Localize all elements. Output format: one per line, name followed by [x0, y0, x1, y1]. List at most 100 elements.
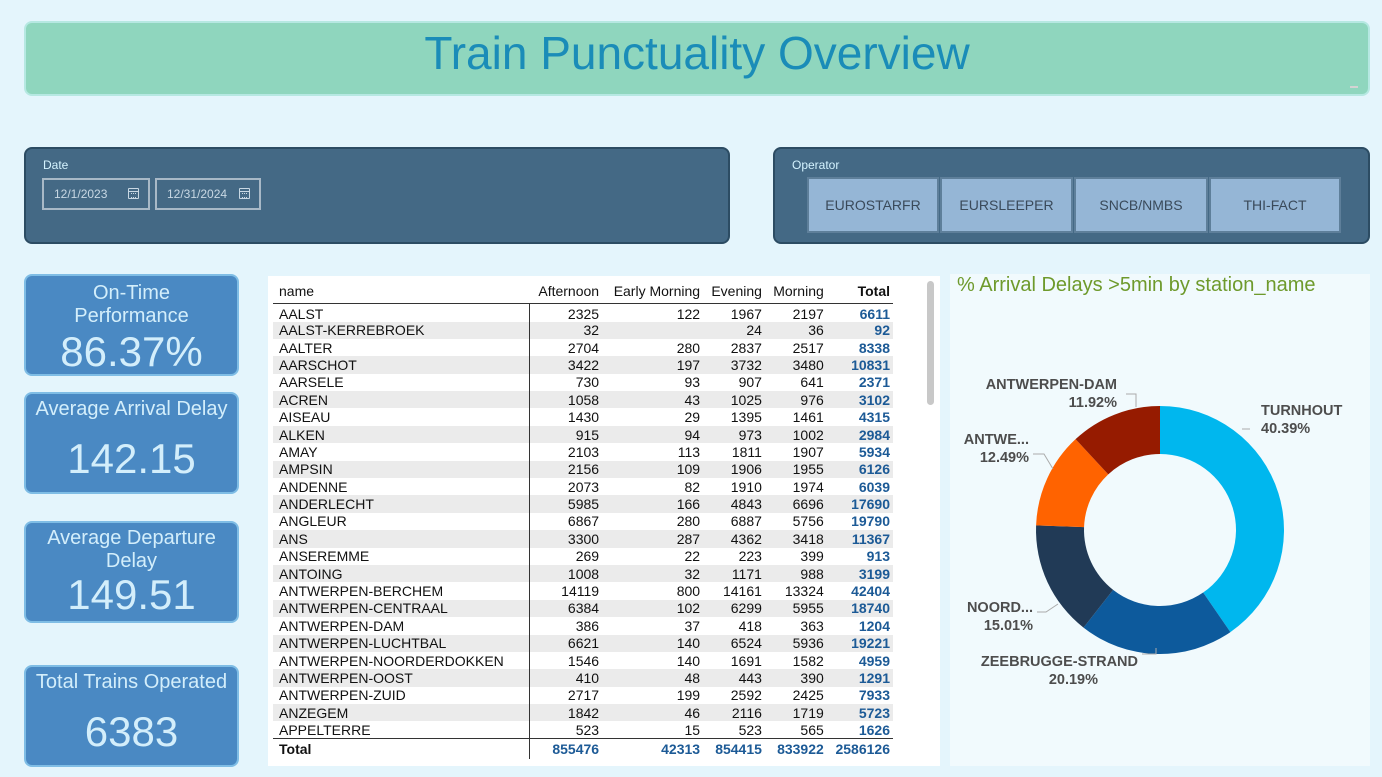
cell-total: 3102 [826, 391, 893, 409]
leader-line [1126, 393, 1137, 407]
cell-name: ANTWERPEN-BERCHEM [273, 582, 530, 600]
column-header-early-morning[interactable]: Early Morning [602, 279, 704, 304]
table-row[interactable]: ANTWERPEN-ZUID 2717 199 2592 2425 7933 [273, 686, 893, 705]
table-row[interactable]: AALST 2325 122 1967 2197 6611 [273, 303, 893, 322]
cell-afternoon: 410 [529, 669, 603, 687]
cell-morning: 1974 [792, 478, 824, 495]
cell-name: APPELTERRE [273, 721, 530, 739]
table-row[interactable]: ANSEREMME 269 22 223 399 913 [273, 547, 893, 565]
cell-early-morning: 199 [676, 687, 701, 704]
kpi-average-departure-delay: Average Departure Delay 149.51 [24, 521, 239, 623]
column-header-evening[interactable]: Evening [703, 279, 765, 304]
calendar-icon[interactable] [128, 188, 139, 199]
column-header-afternoon[interactable]: Afternoon [529, 279, 603, 304]
table-row[interactable]: ANTWERPEN-NOORDERDOKKEN 1546 140 1691 1582 49… [273, 651, 893, 670]
table-row[interactable]: ANDENNE 2073 82 1910 1974 6039 [273, 478, 893, 496]
cell-evening: 1967 [730, 305, 762, 322]
slice-value-label: 40.39% [1261, 421, 1310, 437]
table-row[interactable]: ANTOING 1008 32 1171 988 3199 [273, 564, 893, 583]
table-row[interactable]: AARSELE 730 93 907 641 2371 [273, 373, 893, 392]
cell-early-morning: 140 [676, 652, 701, 669]
cell-morning: 390 [764, 669, 827, 687]
cell-afternoon: 6867 [567, 513, 600, 530]
cell-morning: 976 [764, 391, 827, 409]
operator-option-thi-fact[interactable]: THI-FACT [1209, 177, 1341, 233]
cell-morning: 363 [800, 617, 824, 634]
chart-title: % Arrival Delays >5min by station_name [957, 274, 1316, 296]
table-row[interactable]: ANTWERPEN-LUCHTBAL 6621 140 6524 5936 19221 [273, 634, 893, 652]
table-row[interactable]: ACREN 1058 43 1025 976 3102 [273, 391, 893, 409]
table-row[interactable]: APPELTERRE 523 15 523 565 1626 [273, 721, 893, 739]
table-row[interactable]: ANZEGEM 1842 46 2116 1719 5723 [273, 704, 893, 722]
column-header-morning[interactable]: Morning [764, 279, 827, 304]
donut-slice[interactable] [1083, 589, 1231, 654]
operator-option-sncb-nmbs[interactable]: SNCB/NMBS [1074, 177, 1208, 233]
kpi-label: On-Time Performance [74, 282, 189, 327]
arrival-delay-chart-panel: % Arrival Delays >5min by station_name T… [950, 274, 1370, 766]
total-grand: 2586126 [826, 738, 893, 759]
cell-afternoon: 2103 [567, 443, 600, 460]
table-row[interactable]: ANTWERPEN-CENTRAAL 6384 102 6299 5955 18740 [273, 599, 893, 618]
table-row[interactable]: AISEAU 1430 29 1395 1461 4315 [273, 408, 893, 426]
operator-option-eurostarfr[interactable]: EUROSTARFR [807, 177, 939, 233]
cell-total: 19221 [826, 634, 893, 652]
cell-morning: 3418 [764, 530, 827, 548]
start-date-input[interactable]: 12/1/2023 [42, 178, 150, 210]
end-date-input[interactable]: 12/31/2024 [155, 178, 261, 210]
cell-name: ANZEGEM [273, 704, 530, 722]
table-row[interactable]: ANTWERPEN-OOST 410 48 443 390 1291 [273, 669, 893, 687]
table-row[interactable]: ALKEN 915 94 973 1002 2984 [273, 425, 893, 444]
table-row[interactable]: ANGLEUR 6867 280 6887 5756 19790 [273, 512, 893, 531]
donut-slice[interactable] [1075, 406, 1160, 475]
cell-early-morning: 22 [684, 548, 701, 565]
kpi-value: 86.37% [60, 328, 203, 375]
cell-name: AARSCHOT [273, 356, 530, 374]
cell-evening: 223 [738, 548, 762, 565]
cell-morning: 5936 [764, 634, 827, 652]
calendar-icon[interactable] [239, 188, 250, 199]
table-row[interactable]: AMAY 2103 113 1811 1907 5934 [273, 443, 893, 461]
cell-total: 6611 [859, 305, 890, 322]
cell-morning: 2517 [792, 339, 824, 356]
table-row[interactable]: AALST-KERREBROEK 32 24 36 92 [273, 321, 893, 339]
table-row[interactable]: AALTER 2704 280 2837 2517 8338 [273, 338, 893, 357]
cell-total: 1204 [858, 617, 890, 634]
cell-evening: 1025 [703, 391, 765, 409]
slice-value-label: 11.92% [1069, 395, 1117, 411]
cell-morning: 6696 [764, 495, 827, 513]
cell-morning: 399 [800, 548, 824, 565]
cell-total: 6039 [858, 478, 890, 495]
total-early-morning: 42313 [602, 738, 704, 759]
cell-early-morning: 197 [602, 356, 704, 374]
cell-early-morning: 32 [602, 564, 704, 583]
column-header-total[interactable]: Total [826, 279, 893, 304]
cell-evening: 3732 [703, 356, 765, 374]
table-row[interactable]: ANTWERPEN-BERCHEM 14119 800 14161 13324 42404 [273, 582, 893, 600]
cell-total: 4315 [858, 409, 890, 426]
total-afternoon: 855476 [529, 738, 603, 759]
cell-evening: 973 [703, 425, 765, 444]
table-row[interactable]: ANDERLECHT 5985 166 4843 6696 17690 [273, 495, 893, 513]
cell-total: 1291 [826, 669, 893, 687]
donut-slice[interactable] [1036, 525, 1114, 628]
cell-morning: 3480 [764, 356, 827, 374]
kpi-label: Total Trains Operated [35, 671, 228, 693]
cell-morning: 1582 [792, 652, 824, 669]
cell-afternoon: 1430 [567, 409, 600, 426]
table-row[interactable]: AARSCHOT 3422 197 3732 3480 10831 [273, 356, 893, 374]
cell-evening: 6299 [703, 599, 765, 618]
cell-early-morning: 93 [684, 374, 701, 391]
operator-option-eursleeper[interactable]: EURSLEEPER [940, 177, 1073, 233]
kpi-average-arrival-delay: Average Arrival Delay 142.15 [24, 392, 239, 494]
cell-total: 5723 [826, 704, 893, 722]
column-header-name[interactable]: name [273, 279, 530, 304]
cell-early-morning: 113 [677, 443, 701, 460]
table-row[interactable]: ANS 3300 287 4362 3418 11367 [273, 530, 893, 548]
table-row[interactable]: AMPSIN 2156 109 1906 1955 6126 [273, 460, 893, 479]
donut-slice[interactable] [1036, 439, 1109, 528]
table-scrollbar[interactable] [927, 281, 934, 405]
donut-slice[interactable] [1160, 406, 1284, 633]
table-row[interactable]: ANTWERPEN-DAM 386 37 418 363 1204 [273, 617, 893, 635]
cell-morning: 1955 [764, 460, 827, 479]
cell-morning: 641 [800, 374, 824, 391]
